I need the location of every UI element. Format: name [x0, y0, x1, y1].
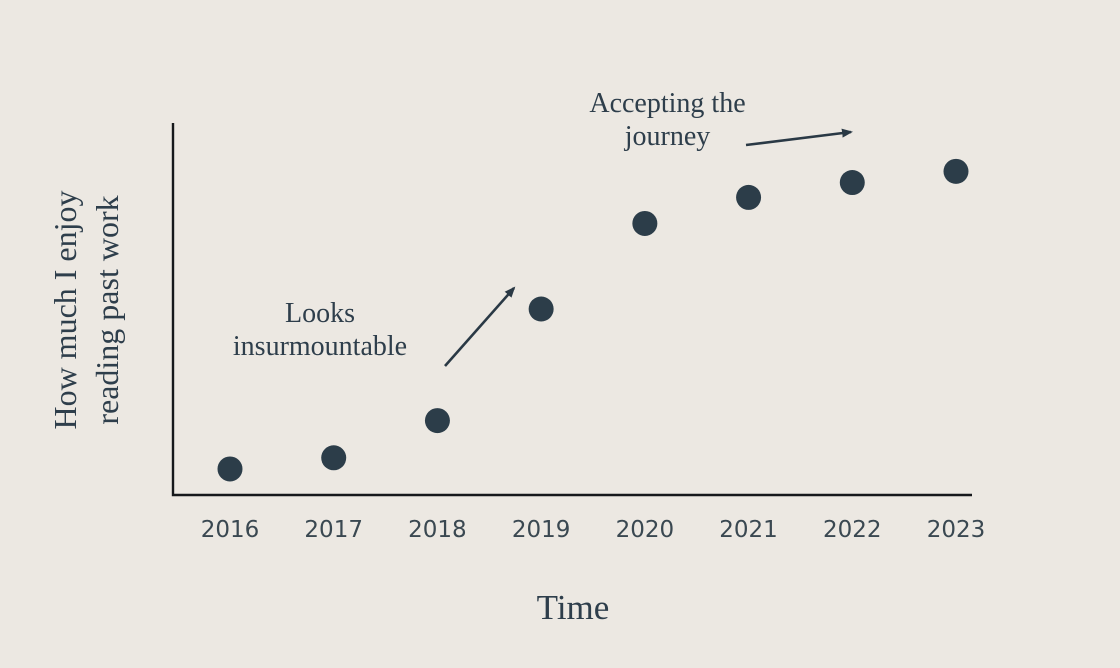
- data-point-2020: [632, 210, 658, 236]
- x-tick-2019: 2019: [511, 517, 571, 543]
- data-point-2016: [217, 456, 243, 482]
- axes: [171, 123, 972, 497]
- annotation-arrow-1: [745, 128, 853, 147]
- x-tick-2020: 2020: [615, 517, 675, 543]
- x-tick-2021: 2021: [719, 517, 778, 543]
- annotation-arrows: [444, 128, 853, 367]
- data-point-2017: [321, 445, 347, 471]
- x-tick-2018: 2018: [408, 517, 467, 543]
- data-point-2018: [424, 408, 450, 434]
- x-tick-2023: 2023: [926, 517, 986, 543]
- axis-lines: [171, 123, 972, 497]
- x-tick-2022: 2022: [823, 517, 882, 543]
- x-tick-2017: 2017: [304, 517, 363, 543]
- annotation-looks-insurmountable: Looks insurmountable: [232, 298, 408, 363]
- data-points: [217, 158, 969, 482]
- annotation-accepting-the-journey: Accepting the journey: [589, 88, 746, 153]
- data-point-2023: [943, 158, 969, 184]
- annotation-arrow-0: [444, 286, 516, 367]
- data-point-2022: [839, 170, 865, 196]
- data-point-2021: [736, 184, 762, 210]
- y-axis-title: How much I enjoy reading past work: [47, 190, 125, 430]
- data-point-2019: [528, 296, 554, 322]
- x-tick-2016: 2016: [200, 517, 260, 543]
- x-axis-title: Time: [536, 588, 610, 627]
